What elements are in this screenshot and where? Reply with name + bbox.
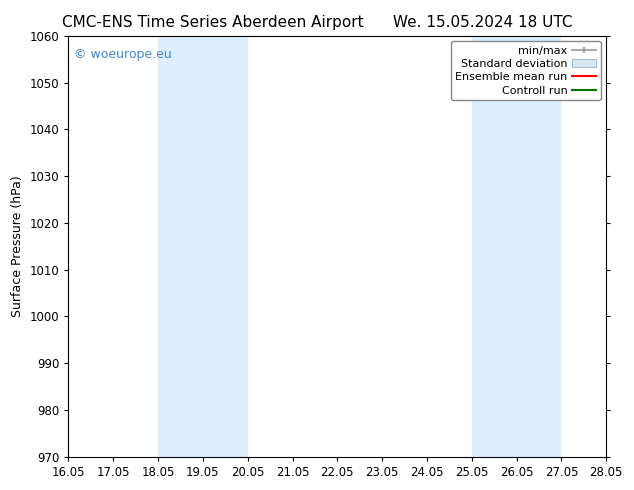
Legend: min/max, Standard deviation, Ensemble mean run, Controll run: min/max, Standard deviation, Ensemble me… <box>451 41 600 100</box>
Y-axis label: Surface Pressure (hPa): Surface Pressure (hPa) <box>11 175 24 317</box>
Bar <box>472 36 561 457</box>
Bar <box>158 36 248 457</box>
Text: © woeurope.eu: © woeurope.eu <box>74 49 172 61</box>
Text: CMC-ENS Time Series Aberdeen Airport      We. 15.05.2024 18 UTC: CMC-ENS Time Series Aberdeen Airport We.… <box>61 15 573 30</box>
